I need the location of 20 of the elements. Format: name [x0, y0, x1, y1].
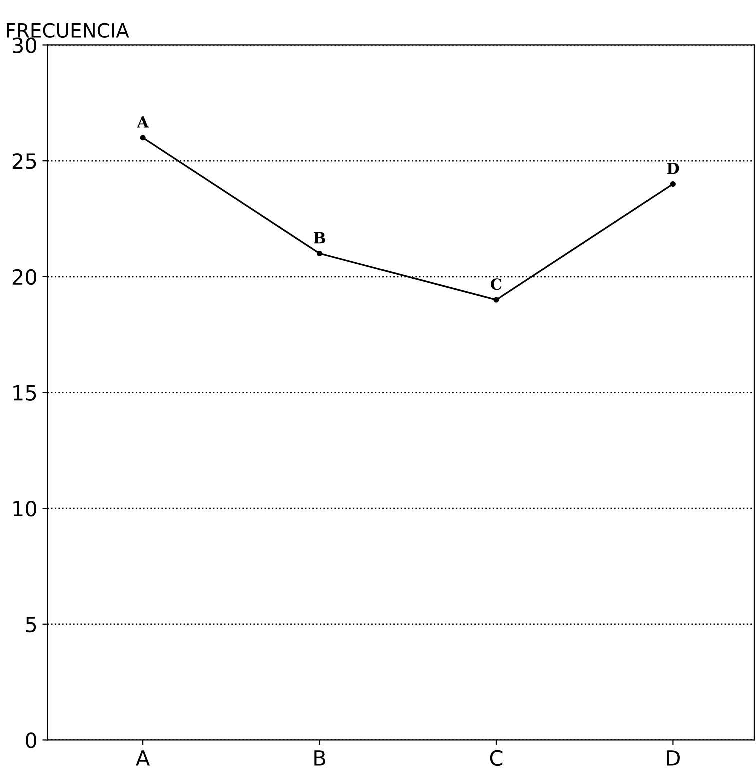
y-axis-title: FRECUENCIA [7, 23, 130, 38]
y-tick-label: 5 [26, 617, 36, 633]
annotation: B [314, 232, 326, 244]
annotation: D [667, 162, 680, 174]
point [670, 181, 676, 188]
y-tick-label: 30 [12, 38, 37, 54]
x-tick-label: C [490, 750, 503, 766]
y-tick-label: 25 [12, 154, 36, 170]
point [140, 135, 146, 141]
x-tick-label: B [314, 750, 326, 766]
point [494, 297, 500, 303]
point [316, 250, 323, 257]
annotation: A [137, 116, 150, 128]
x-tick-label: A [136, 750, 150, 766]
y-tick-label: 20 [12, 269, 37, 286]
y-tick-label: 0 [26, 732, 37, 748]
annotation: C [491, 278, 502, 290]
x-tick-label: D [667, 750, 680, 766]
y-tick-label: 15 [14, 385, 36, 401]
y-tick-label: 10 [14, 501, 37, 517]
